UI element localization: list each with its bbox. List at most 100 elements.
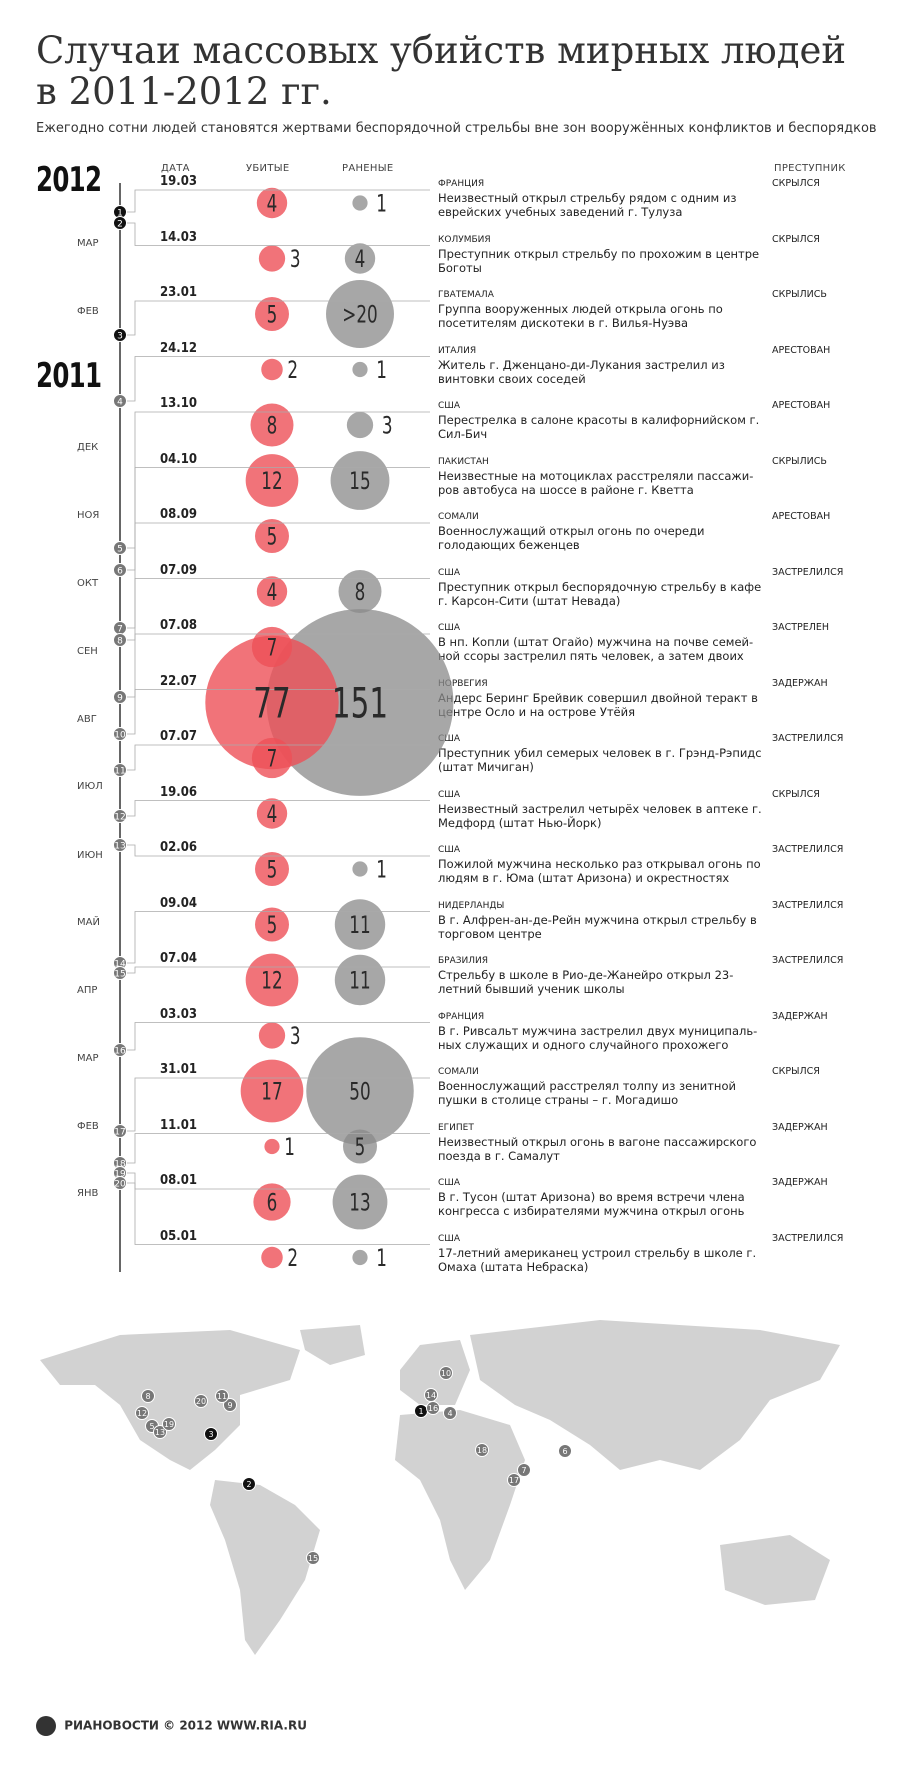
map-pin-number: 8 [145,1392,150,1401]
killed-bubble [255,907,289,942]
wounded-bubble [352,861,368,877]
event-date: 19.03 [160,174,198,189]
event-country: США [438,845,461,855]
killed-bubble [253,1183,291,1221]
map-pin [135,1406,149,1420]
event-description: Неизвестный открыл стрельбу рядом с одни… [438,191,737,219]
event-marker-number: 9 [117,694,123,704]
event-date: 08.09 [160,507,198,522]
event-date: 24.12 [160,340,198,356]
event-connector [120,1133,430,1164]
event-marker-number: 7 [117,625,123,635]
event-marker-number: 1 [117,209,123,219]
event-date: 13.10 [160,396,198,411]
wounded-value-label: 13 [349,1189,370,1217]
event-marker-number: 19 [114,1170,126,1180]
killed-bubble [261,1246,283,1269]
event-date: 31.01 [160,1062,198,1077]
event-marker [113,763,127,777]
wounded-value-label: 1 [376,356,387,384]
event-description: Военнослужащий расстрелял толпу из зенит… [438,1079,736,1107]
event-description: Преступник открыл стрельбу по прохожим в… [438,246,760,275]
event-perpetrator-status: СКРЫЛСЯ [772,1066,820,1077]
killed-bubble [256,187,288,219]
killed-value-label: 12 [261,467,282,495]
map-pin-number: 4 [447,1409,452,1418]
map-pin-number: 15 [308,1554,318,1563]
event-connector [120,689,430,735]
wounded-bubble [346,411,374,439]
event-marker-number: 8 [117,637,123,647]
event-marker [113,328,127,342]
killed-bubble [255,519,289,553]
column-header-wounded: РАНЕНЫЕ [342,163,394,174]
event-description: Неизвестные на мотоциклах расстреляли па… [438,468,754,497]
event-country: США [438,623,461,633]
event-date: 09.04 [160,895,198,911]
wounded-value-label: 15 [349,467,370,495]
wounded-value-label: 8 [355,578,366,606]
event-description: В г. Ривсальт мужчина застрелил двух мун… [438,1023,758,1052]
event-country: НОРВЕГИЯ [438,678,488,689]
event-marker [113,563,127,577]
killed-bubble [255,852,289,886]
map-north-america [40,1330,300,1470]
month-label: ИЮЛ [77,781,103,792]
map-pin [242,1477,256,1491]
killed-value-label: 8 [267,412,278,440]
world-map [40,1320,840,1655]
killed-value-label: 2 [287,1244,298,1272]
map-pin-number: 1 [418,1407,423,1416]
event-description: Пожилой мужчина несколько раз открывал о… [438,857,761,885]
event-connector [120,1022,430,1051]
event-connector [120,1172,430,1190]
event-connector [120,467,430,571]
event-description: Преступник убил семерых человек в г. Грэ… [438,746,762,774]
event-perpetrator-status: СКРЫЛСЯ [772,233,820,245]
event-marker-number: 6 [117,567,123,577]
event-marker-number: 13 [114,842,125,852]
event-date: 04.10 [160,451,198,467]
map-australia [720,1535,830,1605]
event-country: США [438,1178,461,1188]
map-pin [306,1551,320,1565]
map-pin [215,1389,229,1403]
event-description: 17-летний американец устроил стрельбу в … [438,1245,757,1274]
event-marker [113,727,127,741]
killed-value-label: 17 [261,1078,282,1106]
map-pin-number: 13 [155,1428,165,1437]
map-pin-number: 3 [208,1430,213,1439]
event-connector [120,800,430,817]
month-label: МАЙ [77,917,100,928]
map-pin-number: 19 [164,1420,174,1429]
event-description: Андерс Беринг Брейвик совершил двойной т… [438,690,758,719]
event-country: США [438,567,461,578]
event-date: 07.04 [160,951,198,966]
map-pin [426,1401,440,1415]
footer: РИАНОВОСТИ © 2012 WWW.RIA.RU [36,1716,307,1736]
event-marker [113,809,127,823]
map-pin [204,1427,218,1441]
event-connector [120,222,430,246]
event-date: 14.03 [160,229,198,245]
event-country: ФРАНЦИЯ [438,1011,485,1022]
map-europe [400,1340,470,1405]
event-date: 07.07 [160,729,198,744]
event-date: 11.01 [160,1117,198,1133]
event-marker-number: 20 [114,1180,126,1190]
map-pin-number: 9 [227,1401,232,1410]
killed-bubble [251,737,293,779]
event-country: КОЛУМБИЯ [438,234,491,245]
killed-value-label: 3 [290,245,301,273]
event-date: 03.03 [160,1006,198,1022]
event-date: 02.06 [160,840,198,855]
event-country: НИДЕРЛАНДЫ [438,900,505,911]
event-marker [113,1043,127,1057]
event-marker-number: 15 [114,970,125,980]
killed-bubble [240,1059,304,1123]
killed-value-label: 5 [267,523,278,551]
killed-value-label: 4 [267,578,278,606]
wounded-bubble [352,361,368,378]
event-marker [113,1124,127,1138]
event-country: США [438,789,461,800]
